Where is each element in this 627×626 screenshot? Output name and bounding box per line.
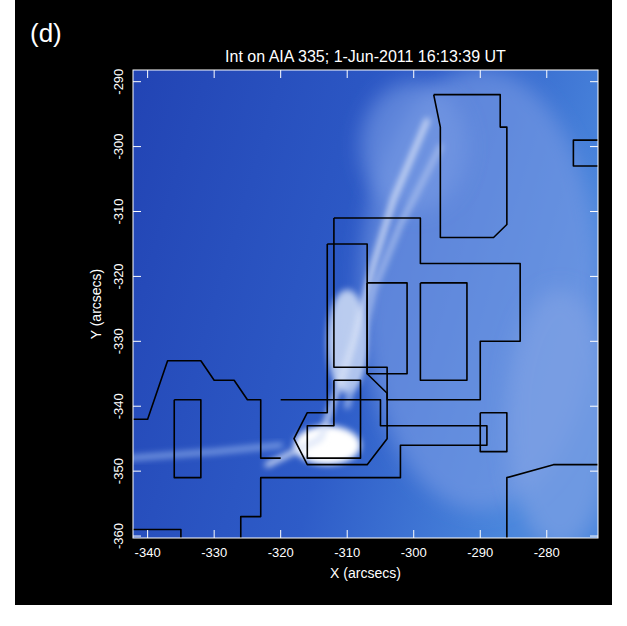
- y-tick: [133, 211, 598, 212]
- contour: [133, 530, 181, 538]
- y-tick-label: -290: [111, 69, 126, 95]
- y-tick: [133, 81, 598, 82]
- y-tick: [133, 471, 598, 472]
- x-tick-label: -340: [135, 545, 161, 560]
- x-axis-title: X (arcsecs): [330, 565, 401, 581]
- x-tick: [480, 70, 481, 538]
- x-tick: [280, 70, 281, 538]
- y-tick-label: -330: [111, 328, 126, 354]
- contour: [573, 140, 598, 166]
- y-tick-label: -340: [111, 393, 126, 419]
- contour: [133, 361, 281, 458]
- x-tick-label: -280: [534, 545, 560, 560]
- y-tick: [133, 341, 598, 342]
- contour: [434, 95, 507, 238]
- contour: [334, 218, 520, 400]
- x-tick: [413, 70, 414, 538]
- bright-strand: [267, 121, 427, 465]
- x-tick-label: -290: [467, 545, 493, 560]
- contour: [241, 400, 487, 538]
- panel-background: [15, 0, 612, 605]
- x-tick: [546, 70, 547, 538]
- panel-label: (d): [30, 18, 62, 48]
- x-tick: [214, 70, 215, 538]
- title: Int on AIA 335; 1-Jun-2011 16:13:39 UT: [225, 48, 506, 65]
- bright-strand: [133, 445, 281, 458]
- contour: [507, 465, 598, 538]
- x-tick-label: -320: [268, 545, 294, 560]
- y-tick-label: -310: [111, 198, 126, 224]
- y-tick-label: -300: [111, 134, 126, 160]
- contour: [174, 400, 201, 478]
- y-tick-label: -320: [111, 263, 126, 289]
- y-tick: [133, 276, 598, 277]
- x-tick: [147, 70, 148, 538]
- y-tick-label: -350: [111, 458, 126, 484]
- plot-frame: [133, 70, 598, 538]
- y-tick: [133, 406, 598, 407]
- x-tick: [347, 70, 348, 538]
- contour: [294, 244, 387, 465]
- y-tick: [133, 146, 598, 147]
- x-tick-label: -310: [334, 545, 360, 560]
- figure: -340 -330 -320 -310 -300 -290 -280 -360 -350 -340…: [0, 0, 627, 626]
- contour: [480, 413, 507, 452]
- contour: [420, 283, 467, 380]
- y-axis-title: Y (arcsecs): [88, 269, 104, 340]
- x-tick-label: -330: [201, 545, 227, 560]
- x-tick-label: -300: [401, 545, 427, 560]
- y-tick-label: -360: [111, 523, 126, 549]
- plot-area: [133, 70, 598, 538]
- contour: [367, 283, 407, 374]
- y-tick: [133, 536, 598, 537]
- contour: [307, 380, 360, 458]
